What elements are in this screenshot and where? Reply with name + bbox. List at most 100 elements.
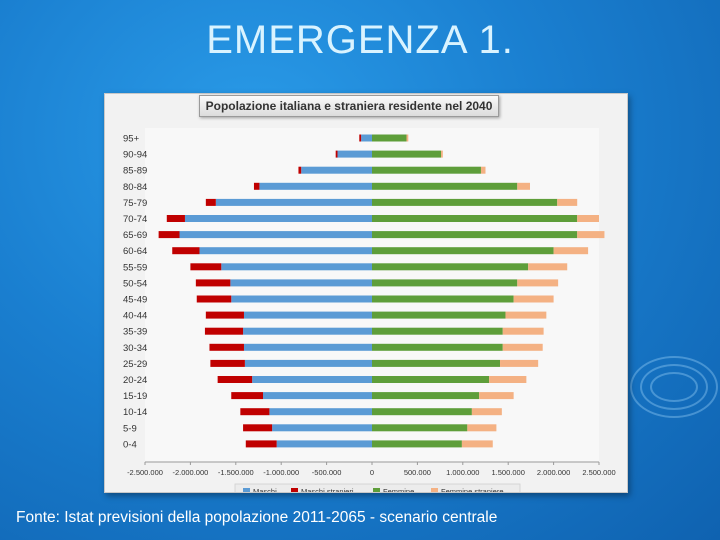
bar-femmine — [372, 424, 468, 432]
age-class-label: 90-94 — [123, 150, 147, 161]
bar-femmine-straniere — [441, 150, 443, 158]
source-footer: Fonte: Istat previsioni della popolazion… — [16, 509, 498, 526]
bar-femmine-straniere — [505, 311, 547, 319]
bar-femmine-straniere — [406, 134, 409, 142]
bar-maschi-stranieri — [172, 247, 200, 255]
legend-label: Maschi stranieri — [301, 487, 354, 492]
legend-label: Femmine straniere — [441, 487, 504, 492]
bar-femmine — [372, 166, 481, 174]
bar-femmine — [372, 392, 480, 400]
bar-maschi — [263, 392, 372, 400]
ripple-decoration — [630, 356, 718, 418]
slide-title: EMERGENZA 1. — [206, 18, 514, 62]
bar-maschi-stranieri — [158, 231, 180, 239]
bar-femmine — [372, 327, 503, 335]
bar-maschi — [184, 215, 372, 222]
bar-maschi-stranieri — [298, 166, 302, 174]
bar-femmine — [372, 215, 578, 222]
bar-maschi-stranieri — [190, 263, 222, 271]
age-class-label: 20-24 — [123, 375, 147, 386]
bar-femmine — [372, 359, 501, 367]
x-tick-label: 500.000 — [404, 468, 431, 477]
bar-maschi-stranieri — [204, 327, 244, 335]
bar-maschi-stranieri — [245, 440, 277, 448]
x-tick-label: -2.500.000 — [127, 468, 163, 477]
bar-maschi-stranieri — [196, 295, 232, 303]
bar-maschi-stranieri — [240, 408, 270, 416]
bar-femmine — [372, 440, 462, 448]
age-class-label: 0-4 — [123, 439, 137, 450]
bar-maschi — [269, 408, 372, 416]
bar-femmine-straniere — [557, 198, 578, 206]
age-class-label: 40-44 — [123, 311, 147, 322]
bar-femmine-straniere — [471, 408, 502, 416]
x-tick-label: 2.500.000 — [582, 468, 615, 477]
age-class-label: 95+ — [123, 134, 140, 145]
bar-maschi — [252, 376, 372, 383]
bar-maschi — [259, 182, 372, 190]
bar-maschi — [231, 295, 372, 303]
bar-femmine — [372, 263, 529, 271]
bar-femmine — [372, 198, 558, 206]
bar-maschi — [272, 424, 372, 432]
x-tick-label: 2.000.000 — [537, 468, 570, 477]
bar-maschi — [243, 343, 372, 351]
age-class-label: 65-69 — [123, 230, 147, 241]
bar-femmine — [372, 295, 514, 303]
bar-maschi-stranieri — [205, 198, 216, 206]
bar-maschi-stranieri — [359, 134, 362, 142]
bar-maschi-stranieri — [243, 424, 273, 432]
bar-femmine-straniere — [489, 376, 527, 383]
bar-femmine-straniere — [502, 327, 544, 335]
chart-frame: Popolazione italiana e straniera residen… — [104, 93, 628, 493]
legend-label: Maschi — [253, 487, 277, 492]
x-tick-label: -500.000 — [312, 468, 342, 477]
bar-femmine-straniere — [467, 424, 497, 432]
bar-femmine — [372, 247, 554, 255]
legend-label: Femmine — [383, 487, 414, 492]
bar-femmine-straniere — [528, 263, 568, 271]
age-class-label: 55-59 — [123, 262, 147, 273]
bar-maschi-stranieri — [217, 376, 253, 383]
bar-femmine — [372, 279, 518, 287]
bar-maschi-stranieri — [253, 182, 260, 190]
bar-femmine-straniere — [553, 247, 589, 255]
bar-maschi — [276, 440, 372, 448]
bar-maschi-stranieri — [205, 311, 244, 319]
age-class-label: 35-39 — [123, 327, 147, 338]
bar-femmine — [372, 182, 518, 190]
bar-maschi-stranieri — [166, 215, 185, 222]
bar-femmine — [372, 343, 503, 351]
bar-femmine-straniere — [461, 440, 493, 448]
bar-femmine-straniere — [500, 359, 539, 367]
bar-femmine — [372, 376, 490, 383]
bar-femmine — [372, 134, 407, 142]
bar-femmine-straniere — [513, 295, 554, 303]
bar-femmine — [372, 408, 472, 416]
legend-swatch — [243, 488, 250, 492]
age-class-label: 45-49 — [123, 295, 147, 306]
age-class-label: 10-14 — [123, 407, 147, 418]
bar-femmine — [372, 311, 506, 319]
chart-title: Popolazione italiana e straniera residen… — [199, 95, 499, 117]
x-tick-label: 0 — [370, 468, 374, 477]
bar-maschi-stranieri — [335, 150, 338, 158]
bar-maschi — [199, 247, 372, 255]
bar-femmine — [372, 231, 578, 239]
age-class-label: 70-74 — [123, 214, 147, 225]
age-class-label: 25-29 — [123, 359, 147, 370]
x-tick-label: -1.000.000 — [263, 468, 299, 477]
population-pyramid-chart: 95+ 90-94 85-89 80-84 75-79 70-74 65-69 60-64 55… — [123, 128, 616, 492]
age-class-label: 5-9 — [123, 423, 137, 434]
bar-maschi — [221, 263, 372, 271]
bar-maschi — [337, 150, 372, 158]
age-class-label: 30-34 — [123, 343, 147, 354]
age-class-label: 50-54 — [123, 278, 147, 289]
x-tick-label: 1.500.000 — [492, 468, 525, 477]
bar-maschi — [243, 311, 372, 319]
age-class-label: 75-79 — [123, 198, 147, 209]
age-class-label: 15-19 — [123, 391, 147, 402]
bar-maschi — [179, 231, 372, 239]
bar-femmine-straniere — [480, 166, 486, 174]
bar-maschi — [230, 279, 372, 287]
